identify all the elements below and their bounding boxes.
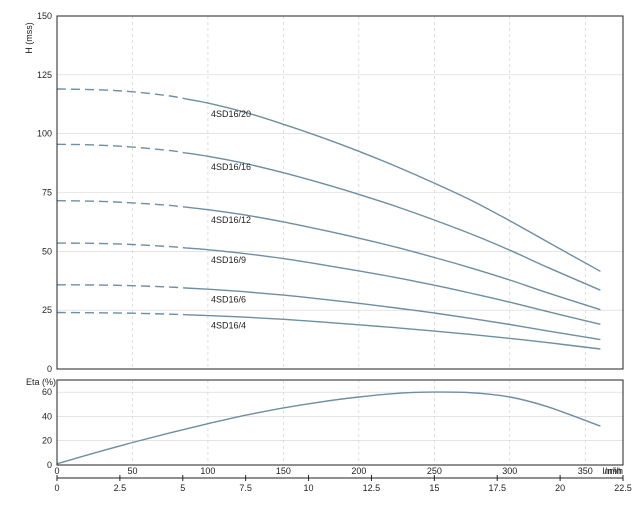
head-y-tick-label: 50 <box>42 246 52 256</box>
head-y-tick-label: 125 <box>37 70 52 80</box>
head-y-tick-label: 25 <box>42 305 52 315</box>
head-plot-frame <box>56 15 624 370</box>
head-curve-1 <box>185 152 601 291</box>
x-tick-label-lmin: 200 <box>351 466 366 476</box>
head-curve-dashed-3 <box>56 242 186 249</box>
x-tick-label-m3h: 2.5 <box>114 483 127 493</box>
series-label: 4SD16/9 <box>211 255 246 265</box>
eta-y-tick-label: 20 <box>42 436 52 446</box>
x-tick-label-m3h: 0 <box>54 483 59 493</box>
series-label: 4SD16/4 <box>211 321 246 331</box>
head-y-tick-label: 0 <box>47 364 52 374</box>
head-curve-dashed-4 <box>56 284 186 289</box>
head-y-tick-label: 75 <box>42 188 52 198</box>
head-y-axis-label: H (mss) <box>24 22 34 54</box>
head-curve-0 <box>185 98 601 272</box>
x-tick-label-m3h: 22.5 <box>614 483 632 493</box>
head-curve-dashed-5 <box>56 311 186 316</box>
x-tick-label-m3h: 5 <box>180 483 185 493</box>
head-curve-4 <box>185 287 601 341</box>
series-label: 4SD16/20 <box>211 109 251 119</box>
efficiency-plot-frame <box>56 379 624 466</box>
x-axis-label-lmin: l/min <box>602 466 621 476</box>
x-tick-label-m3h: 10 <box>304 483 314 493</box>
head-curve-2 <box>185 206 601 311</box>
head-curve-5 <box>185 314 601 350</box>
head-curve-dashed-2 <box>56 200 186 208</box>
x-axis-label-m3h: m³/h <box>605 466 623 476</box>
x-tick-label-lmin: 300 <box>502 466 517 476</box>
head-curve-dashed-0 <box>56 88 186 100</box>
x-tick-label-m3h: 20 <box>555 483 565 493</box>
grid-layer <box>56 16 624 481</box>
series-label: 4SD16/6 <box>211 294 246 304</box>
curve-layer <box>56 88 601 465</box>
x-tick-label-m3h: 12.5 <box>363 483 381 493</box>
series-label: 4SD16/12 <box>211 215 251 225</box>
x-tick-label-lmin: 50 <box>127 466 137 476</box>
head-curve-3 <box>185 247 601 325</box>
x-tick-label-lmin: 150 <box>276 466 291 476</box>
head-curve-dashed-1 <box>56 143 186 154</box>
x-tick-label-lmin: 0 <box>54 466 59 476</box>
eta-y-tick-label: 40 <box>42 411 52 421</box>
x-tick-label-lmin: 100 <box>200 466 215 476</box>
x-tick-label-lmin: 350 <box>578 466 593 476</box>
x-tick-label-m3h: 15 <box>429 483 439 493</box>
eta-y-tick-label: 60 <box>42 387 52 397</box>
series-label: 4SD16/16 <box>211 162 251 172</box>
eta-y-tick-label: 0 <box>47 460 52 470</box>
eta-y-axis-label: Eta (%) <box>26 377 56 387</box>
x-tick-label-lmin: 250 <box>427 466 442 476</box>
x-tick-label-m3h: 17.5 <box>488 483 506 493</box>
head-y-tick-label: 150 <box>37 11 52 21</box>
head-y-tick-label: 100 <box>37 129 52 139</box>
x-tick-label-m3h: 7.5 <box>239 483 252 493</box>
efficiency-curve <box>56 391 601 465</box>
